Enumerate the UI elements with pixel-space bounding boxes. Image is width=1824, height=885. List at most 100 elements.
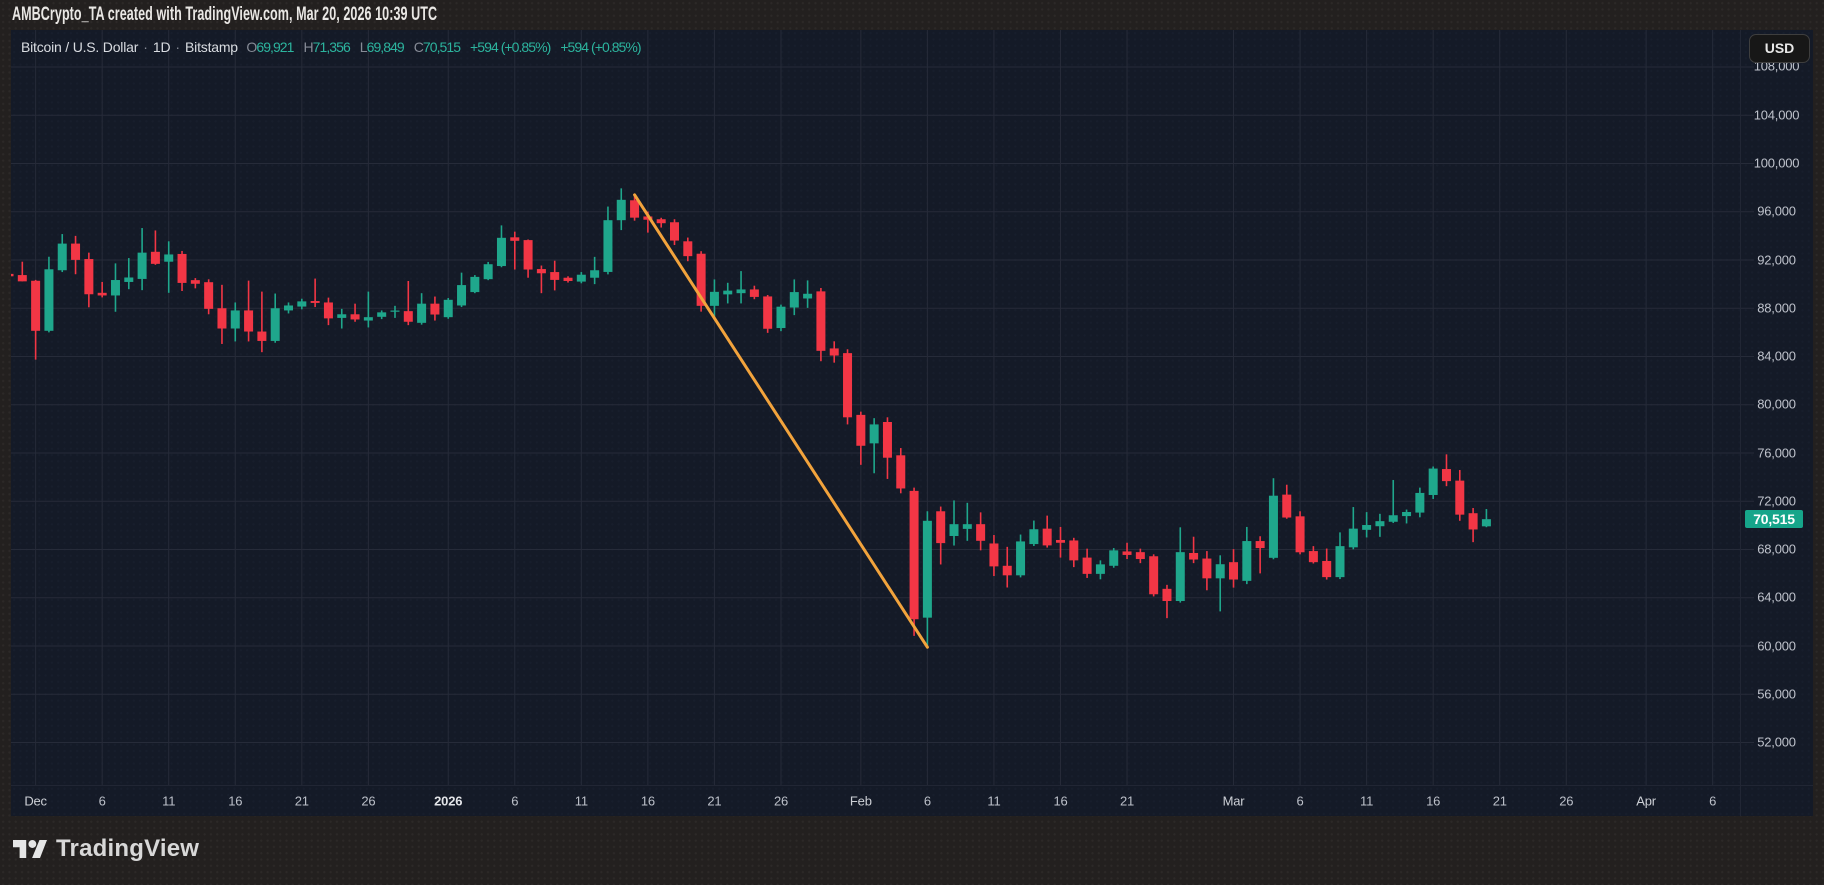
candle-body-down[interactable] [510,236,520,241]
candle-body-down[interactable] [670,221,679,241]
candle-body-down[interactable] [989,542,999,566]
candle-body-up[interactable] [1268,495,1278,558]
candle-body-down[interactable] [244,309,254,332]
candle-body-down[interactable] [630,199,640,218]
candle-body-down[interactable] [1308,550,1318,562]
candle-body-down[interactable] [1122,550,1132,555]
candle-body-up[interactable] [736,288,746,293]
candle-body-up[interactable] [297,300,307,307]
candle-body-down[interactable] [829,347,839,356]
candle-body-down[interactable] [257,331,267,341]
footer-logo[interactable]: TradingView [13,835,199,862]
candle-body-up[interactable] [1016,540,1026,575]
candle-body-down[interactable] [656,218,666,223]
candle-body-up[interactable] [164,253,174,262]
candle-body-down[interactable] [1255,540,1265,548]
candle-body-down[interactable] [1441,468,1451,481]
candle-body-down[interactable] [1055,539,1065,543]
candle-body-up[interactable] [1362,524,1372,530]
interval-label[interactable]: 1D [152,39,171,55]
candle-body-up[interactable] [949,523,959,536]
candle-body-up[interactable] [1215,563,1225,578]
candle-body-down[interactable] [909,490,919,619]
candle-body-up[interactable] [1388,514,1398,522]
candle-body-up[interactable] [603,219,613,272]
candle-body-down[interactable] [1455,480,1465,515]
candle-body-up[interactable] [363,316,373,321]
candle-body-up[interactable] [709,291,719,306]
candle-body-down[interactable] [882,421,892,458]
candle-body-up[interactable] [57,243,67,270]
candle-body-up[interactable] [137,252,147,279]
candle-body-down[interactable] [150,251,160,264]
candle-body-up[interactable] [44,268,54,331]
candle-body-down[interactable] [84,258,94,294]
candle-body-down[interactable] [1202,558,1212,578]
candle-body-down[interactable] [17,274,27,281]
currency-usd-button[interactable]: USD [1749,33,1810,63]
candle-body-down[interactable] [190,279,200,284]
candle-body-up[interactable] [590,269,600,278]
candle-body-up[interactable] [1402,511,1412,516]
candle-body-down[interactable] [71,243,81,260]
candle-body-up[interactable] [483,263,493,279]
candle-body-down[interactable] [976,523,986,541]
candle-body-up[interactable] [723,290,733,294]
candle-body-down[interactable] [323,301,333,318]
candle-body-down[interactable] [31,280,41,331]
candle-body-up[interactable] [1109,549,1119,566]
candle-body-up[interactable] [230,309,240,329]
candle-body-up[interactable] [417,303,427,323]
candle-body-up[interactable] [1348,528,1358,547]
candle-body-down[interactable] [856,414,866,446]
candle-body-up[interactable] [789,291,799,308]
candle-body-up[interactable] [962,523,972,529]
candle-body-down[interactable] [430,303,440,315]
symbol-legend[interactable]: Bitcoin / U.S. Dollar · 1D · Bitstamp O69,921… [21,36,642,58]
candle-body-down[interactable] [1295,515,1305,552]
candle-body-down[interactable] [1322,560,1332,577]
candle-body-down[interactable] [749,288,759,297]
exchange-label[interactable]: Bitstamp [185,39,238,55]
candle-body-down[interactable] [11,273,14,276]
candle-body-up[interactable] [124,276,134,282]
candle-body-down[interactable] [536,268,546,273]
candle-body-down[interactable] [763,295,773,329]
candle-body-down[interactable] [936,510,946,543]
candle-body-down[interactable] [896,454,906,488]
candle-body-down[interactable] [1162,588,1172,601]
candle-body-down[interactable] [1135,551,1145,559]
candle-body-down[interactable] [816,290,826,351]
candle-body-up[interactable] [470,276,480,292]
candle-body-down[interactable] [563,277,573,281]
candle-body-down[interactable] [1189,552,1199,560]
candle-body-up[interactable] [869,423,879,443]
candle-body-down[interactable] [177,253,187,283]
candle-body-up[interactable] [457,284,467,305]
candle-body-down[interactable] [1042,528,1052,545]
candle-body-up[interactable] [1415,492,1425,513]
candlestick-chart[interactable] [11,29,1813,817]
candle-body-down[interactable] [350,313,360,319]
candle-body-down[interactable] [1229,561,1239,580]
candle-body-up[interactable] [1175,551,1185,601]
candle-body-up[interactable] [576,274,586,282]
candle-body-up[interactable] [337,313,347,318]
candle-body-up[interactable] [284,304,294,310]
candle-body-down[interactable] [217,307,227,329]
candle-body-up[interactable] [390,310,400,312]
candle-body-down[interactable] [1002,565,1012,575]
candle-body-down[interactable] [550,271,560,280]
candle-body-down[interactable] [204,281,214,309]
candle-body-up[interactable] [496,237,506,266]
symbol-title[interactable]: Bitcoin / U.S. Dollar [21,39,139,55]
candle-body-up[interactable] [776,306,786,328]
candle-body-up[interactable] [803,293,813,298]
trendline-annotation[interactable] [633,192,929,649]
candle-body-up[interactable] [1242,540,1252,581]
candle-body-up[interactable] [1095,563,1105,574]
candle-body-up[interactable] [443,299,453,317]
candle-body-down[interactable] [683,240,693,256]
candle-body-down[interactable] [696,253,706,306]
candle-body-up[interactable] [1335,545,1345,577]
